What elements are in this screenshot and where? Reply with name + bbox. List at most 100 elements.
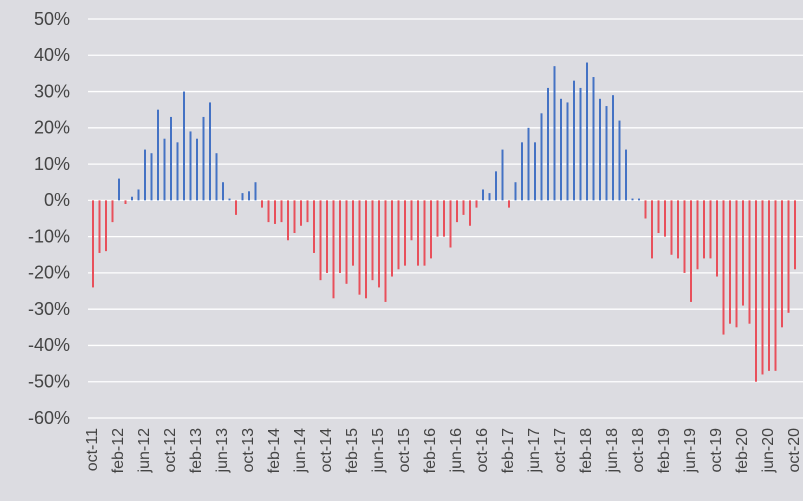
- bar: [157, 109, 159, 201]
- bar: [118, 178, 120, 201]
- bar: [462, 200, 465, 215]
- bar: [508, 200, 510, 208]
- bar: [306, 200, 309, 223]
- bar: [631, 198, 634, 201]
- bar: [365, 200, 367, 299]
- bar: [475, 200, 478, 208]
- bar: [527, 127, 530, 201]
- x-tick-label: jun-16: [448, 428, 465, 474]
- bar: [339, 200, 341, 273]
- bar: [547, 87, 549, 201]
- bar: [469, 200, 471, 226]
- bar: [280, 200, 283, 223]
- bar: [644, 200, 647, 219]
- bar: [722, 200, 725, 335]
- bar: [618, 120, 621, 201]
- bar: [586, 62, 588, 201]
- bar: [92, 200, 94, 288]
- bar: [638, 198, 640, 201]
- bar: [423, 200, 426, 266]
- x-tick-label: oct-16: [474, 428, 491, 473]
- bar: [105, 200, 107, 252]
- bar: [709, 200, 712, 259]
- bar: [170, 116, 172, 201]
- y-tick-label: -30%: [28, 299, 70, 319]
- y-tick-label: -20%: [28, 263, 70, 283]
- bar: [319, 200, 322, 281]
- bar: [781, 200, 783, 328]
- bar: [729, 200, 731, 324]
- bar: [222, 182, 224, 201]
- bar: [696, 200, 699, 270]
- bar: [345, 200, 348, 284]
- bar: [521, 142, 523, 201]
- bar: [397, 200, 400, 270]
- bar: [131, 196, 133, 201]
- x-tick-label: jun-15: [370, 428, 387, 474]
- bar: [183, 91, 185, 201]
- bar: [378, 200, 380, 288]
- bar: [196, 138, 198, 201]
- bar: [274, 200, 276, 224]
- bar: [111, 200, 114, 223]
- bar: [605, 106, 608, 201]
- bar: [209, 102, 211, 201]
- bar: [579, 87, 582, 201]
- x-tick-label: oct-18: [630, 428, 647, 473]
- bar: [560, 98, 562, 201]
- x-tick-label: feb-14: [266, 428, 283, 473]
- bar: [664, 200, 666, 237]
- x-tick-label: jun-19: [682, 428, 699, 474]
- y-tick-label: -50%: [28, 371, 70, 391]
- bar: [566, 102, 569, 201]
- bar: [742, 200, 744, 306]
- bar: [755, 200, 757, 382]
- bar: [261, 200, 263, 208]
- y-tick-label: -10%: [28, 226, 70, 246]
- bar: [287, 200, 289, 241]
- bar: [573, 80, 575, 201]
- bar: [144, 149, 146, 201]
- x-tick-label: jun-20: [760, 428, 777, 474]
- x-tick-label: feb-15: [344, 428, 361, 473]
- y-tick-label: 20%: [34, 118, 70, 138]
- bar: [592, 77, 595, 201]
- bar: [150, 153, 153, 201]
- bar: [690, 200, 692, 302]
- bar: [677, 200, 679, 259]
- bar: [761, 200, 764, 375]
- bar: [514, 182, 517, 201]
- bar: [235, 200, 237, 215]
- bar: [501, 149, 504, 201]
- bar: [384, 200, 387, 302]
- bar: [748, 200, 751, 324]
- bar: [313, 200, 315, 253]
- x-tick-label: feb-12: [110, 428, 127, 473]
- bar: [495, 171, 497, 201]
- x-tick-label: jun-14: [292, 428, 309, 474]
- bar: [787, 200, 790, 313]
- x-tick-label: feb-19: [656, 428, 673, 473]
- bar: [540, 113, 543, 201]
- bar: [326, 200, 328, 273]
- y-tick-label: -60%: [28, 408, 70, 428]
- bar: [215, 153, 218, 201]
- x-tick-label: feb-18: [578, 428, 595, 473]
- x-tick-label: oct-15: [396, 428, 413, 473]
- bar: [254, 182, 257, 201]
- bar: [417, 200, 419, 266]
- bar: [735, 200, 738, 328]
- bar: [670, 200, 673, 255]
- bar: [443, 200, 445, 237]
- bar: [456, 200, 458, 223]
- x-tick-label: oct-13: [240, 428, 257, 473]
- y-tick-label: 10%: [34, 154, 70, 174]
- y-tick-label: 50%: [34, 9, 70, 29]
- bar: [625, 149, 627, 201]
- x-tick-label: feb-13: [188, 428, 205, 473]
- bar: [189, 131, 192, 201]
- bar: [599, 98, 601, 201]
- bar: [300, 200, 302, 226]
- bar: [404, 200, 406, 266]
